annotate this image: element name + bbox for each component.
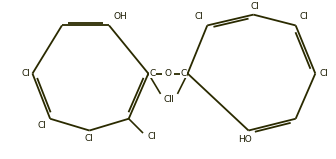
Text: Cl: Cl — [22, 69, 31, 78]
Text: Cl: Cl — [300, 11, 308, 21]
Text: HO: HO — [238, 135, 251, 144]
Text: OH: OH — [113, 11, 127, 21]
Text: Cl: Cl — [164, 95, 172, 104]
Text: Cl: Cl — [319, 69, 328, 78]
Text: Cl: Cl — [195, 11, 203, 21]
Text: C: C — [149, 69, 156, 78]
Text: Cl: Cl — [85, 135, 94, 143]
Text: Cl: Cl — [37, 121, 46, 130]
Text: Cl: Cl — [148, 132, 157, 141]
Text: C: C — [180, 69, 187, 78]
Text: O: O — [165, 69, 171, 78]
Text: Cl: Cl — [251, 2, 260, 11]
Text: Cl: Cl — [166, 95, 174, 104]
